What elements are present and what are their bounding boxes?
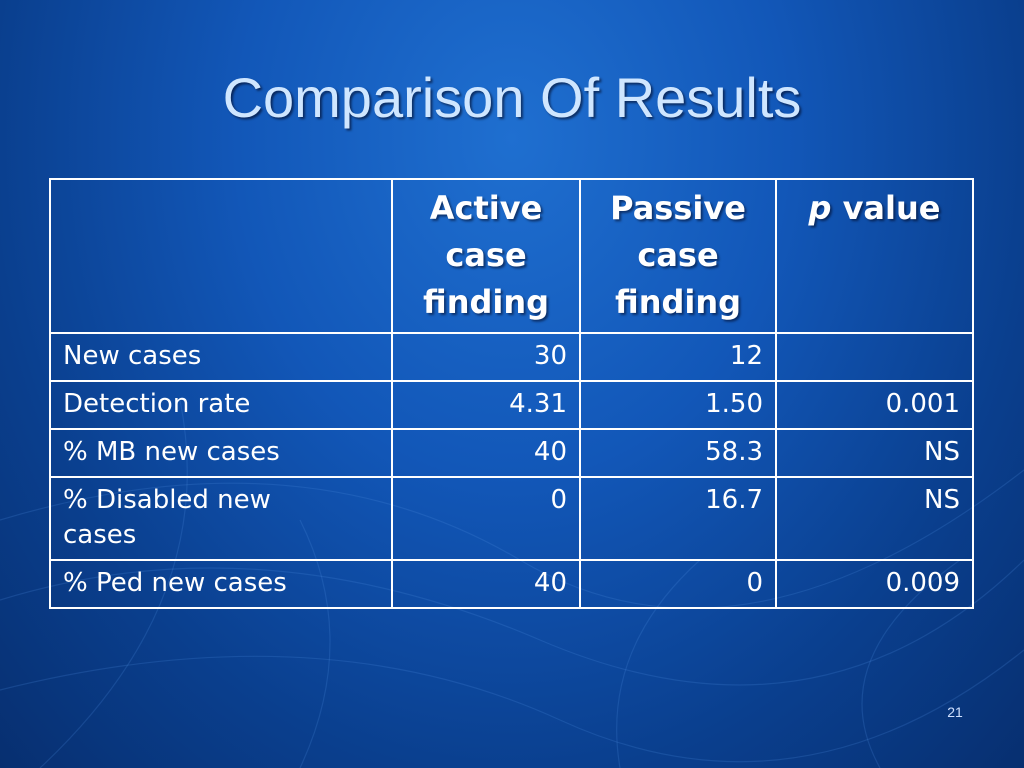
slide-title: Comparison Of Results xyxy=(222,66,802,129)
passive-value: 16.7 xyxy=(579,476,777,561)
p-value: NS xyxy=(775,428,974,478)
row-label-line: cases xyxy=(63,520,137,550)
table-row: Detection rate 4.31 1.50 0.001 xyxy=(49,380,974,430)
active-value: 40 xyxy=(391,428,581,478)
active-value: 30 xyxy=(391,332,581,382)
slide-number: 21 xyxy=(947,704,963,720)
table-row: New cases 30 12 xyxy=(49,332,974,382)
passive-value: 1.50 xyxy=(579,380,777,430)
row-label: Detection rate xyxy=(49,380,393,430)
header-passive-case-finding: Passive case finding xyxy=(579,178,777,334)
header-line: Passive xyxy=(610,189,746,227)
results-table: Active case finding Passive case finding… xyxy=(49,178,974,609)
active-value: 40 xyxy=(391,559,581,609)
active-value: 4.31 xyxy=(391,380,581,430)
header-line: Active xyxy=(429,189,543,227)
p-value: 0.009 xyxy=(775,559,974,609)
header-line: case xyxy=(445,236,527,274)
header-line: finding xyxy=(422,283,550,321)
row-label: % Ped new cases xyxy=(49,559,393,609)
header-active-case-finding: Active case finding xyxy=(391,178,581,334)
p-value: NS xyxy=(775,476,974,561)
table-row: % MB new cases 40 58.3 NS xyxy=(49,428,974,478)
row-label-line: % Disabled new xyxy=(63,485,271,515)
passive-value: 0 xyxy=(579,559,777,609)
row-label: % MB new cases xyxy=(49,428,393,478)
row-label: % Disabled new cases xyxy=(49,476,393,561)
p-value: 0.001 xyxy=(775,380,974,430)
passive-value: 12 xyxy=(579,332,777,382)
empty-corner-cell xyxy=(49,178,393,334)
header-line: case xyxy=(637,236,719,274)
row-label: New cases xyxy=(49,332,393,382)
p-value xyxy=(775,332,974,382)
table-row: % Ped new cases 40 0 0.009 xyxy=(49,559,974,609)
table-row: % Disabled new cases 0 16.7 NS xyxy=(49,476,974,561)
header-value-word: value xyxy=(842,189,941,227)
header-p-value: p value xyxy=(775,178,974,334)
active-value: 0 xyxy=(391,476,581,561)
header-line: finding xyxy=(614,283,742,321)
table-header-row: Active case finding Passive case finding… xyxy=(49,178,974,334)
passive-value: 58.3 xyxy=(579,428,777,478)
header-p-symbol: p xyxy=(808,189,832,227)
